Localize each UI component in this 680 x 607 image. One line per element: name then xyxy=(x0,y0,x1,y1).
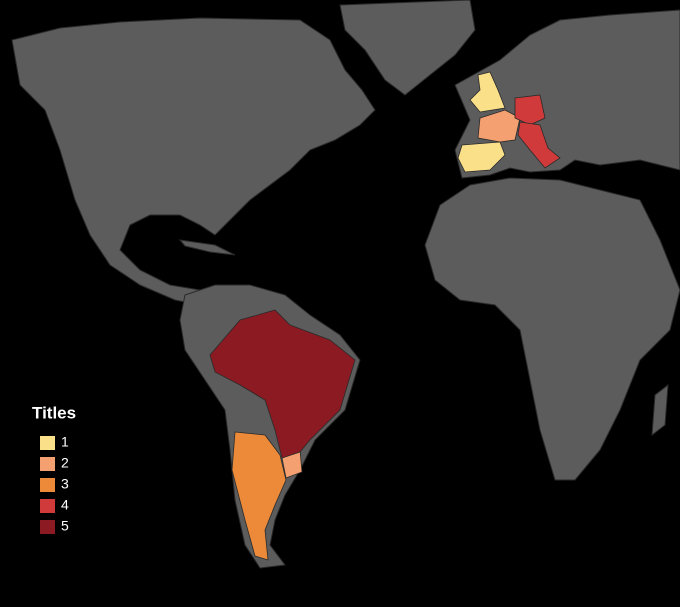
legend-label: 4 xyxy=(61,497,69,513)
greenland xyxy=(339,0,476,96)
country xyxy=(231,431,287,561)
legend-label: 2 xyxy=(61,455,69,471)
madagascar xyxy=(651,383,669,437)
legend-swatch xyxy=(40,436,55,450)
legend-swatch xyxy=(40,478,55,492)
legend-swatch xyxy=(40,499,55,513)
legend-swatch xyxy=(40,457,55,471)
legend-swatch xyxy=(40,520,55,534)
country xyxy=(514,94,546,126)
country xyxy=(517,121,561,169)
cuba xyxy=(178,239,236,256)
legend-label: 5 xyxy=(61,518,69,534)
north-america xyxy=(11,17,376,306)
legend-label: 3 xyxy=(61,476,69,492)
legend: 1 2 3 4 5 xyxy=(40,434,69,534)
legend-label: 1 xyxy=(61,434,69,450)
country xyxy=(469,71,506,113)
legend-title: Titles xyxy=(32,403,76,422)
countries xyxy=(209,71,561,561)
africa xyxy=(424,177,680,481)
country xyxy=(477,109,521,143)
country xyxy=(209,309,356,459)
